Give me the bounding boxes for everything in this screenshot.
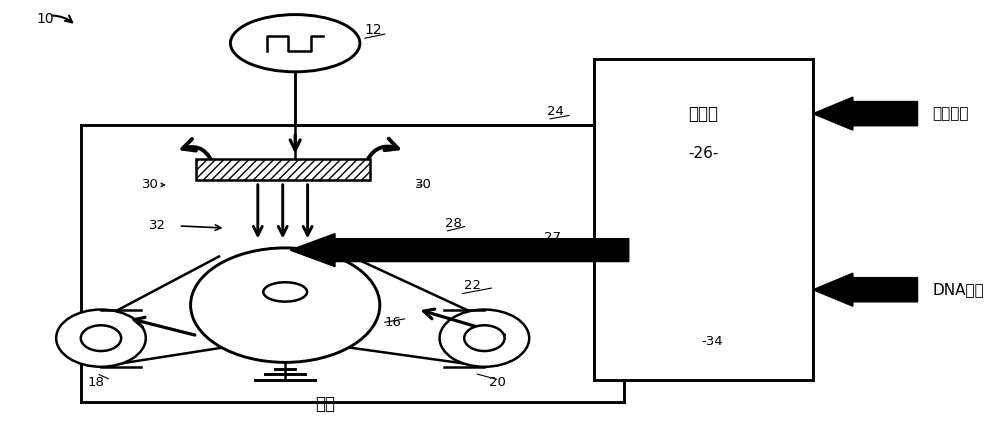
Text: 18: 18 <box>88 376 104 389</box>
Bar <box>196 159 370 180</box>
FancyArrow shape <box>290 233 629 267</box>
Text: 闪蒸器: 闪蒸器 <box>688 105 718 123</box>
Text: 30: 30 <box>415 178 432 190</box>
Text: 22: 22 <box>464 279 481 292</box>
Text: 过程气体: 过程气体 <box>933 106 969 121</box>
Ellipse shape <box>191 248 380 362</box>
Ellipse shape <box>56 310 146 367</box>
Text: DNA溶液: DNA溶液 <box>933 282 984 297</box>
Text: -34: -34 <box>701 334 723 348</box>
Text: 接地: 接地 <box>315 396 335 413</box>
Bar <box>81 124 624 402</box>
Text: 10: 10 <box>36 12 54 27</box>
Bar <box>624 276 778 325</box>
Ellipse shape <box>440 310 529 367</box>
Text: 32: 32 <box>149 219 166 233</box>
Text: 12: 12 <box>365 23 382 37</box>
FancyArrow shape <box>813 97 918 130</box>
Text: -26-: -26- <box>688 146 719 161</box>
Text: 24: 24 <box>547 105 564 118</box>
Bar <box>594 58 813 380</box>
Text: 27: 27 <box>544 230 561 244</box>
Text: 30: 30 <box>142 178 159 190</box>
Ellipse shape <box>81 325 121 351</box>
FancyArrow shape <box>813 273 918 306</box>
Text: 28: 28 <box>445 218 461 230</box>
Ellipse shape <box>464 325 505 351</box>
Text: 16: 16 <box>385 316 402 329</box>
Circle shape <box>230 15 360 72</box>
Text: 20: 20 <box>489 376 506 389</box>
Circle shape <box>263 282 307 302</box>
